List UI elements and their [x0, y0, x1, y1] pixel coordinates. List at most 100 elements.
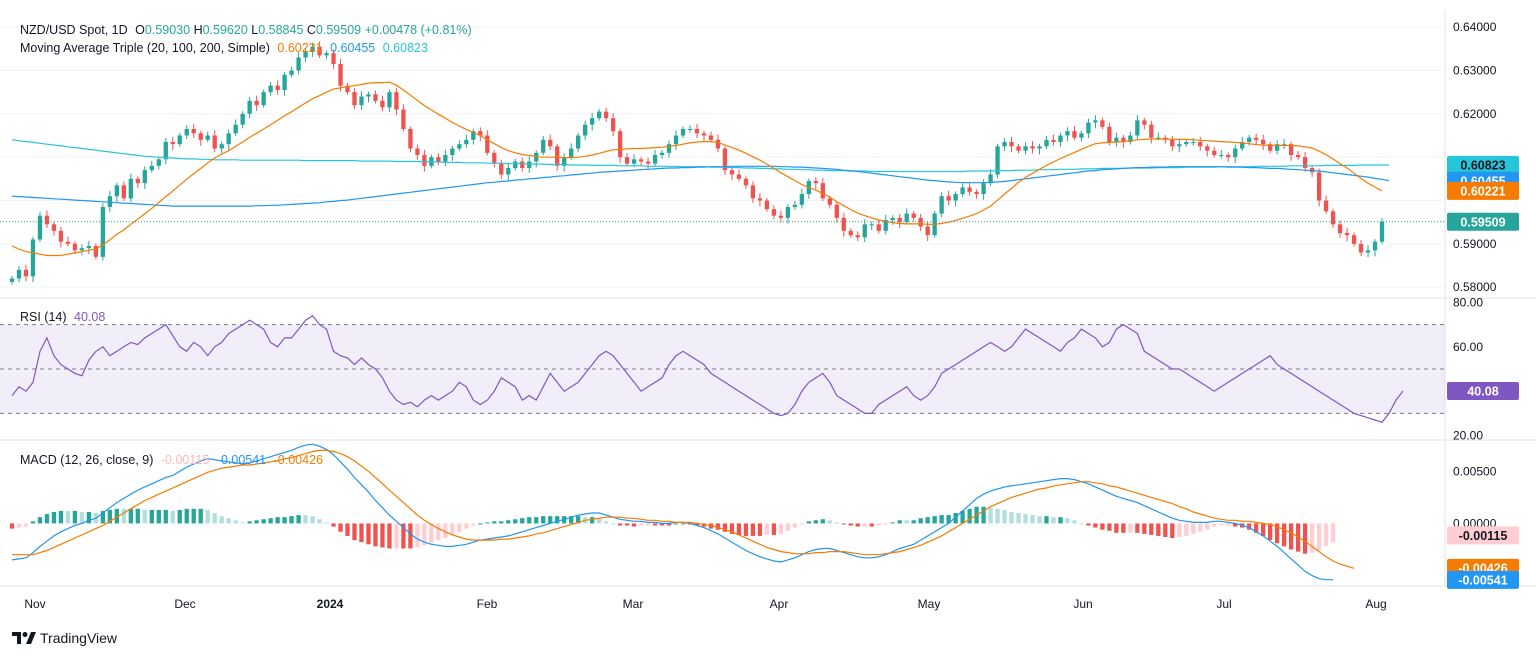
candle — [855, 235, 860, 238]
macd-histogram-bar — [806, 521, 811, 524]
macd-histogram-bar — [261, 519, 266, 524]
candle — [1002, 142, 1007, 147]
candle — [583, 124, 588, 136]
candle — [596, 111, 602, 119]
macd-histogram-bar — [1205, 523, 1210, 530]
candle — [485, 135, 490, 153]
ma100-line — [11, 165, 1390, 207]
macd-histogram-bar — [771, 523, 777, 535]
macd-histogram-bar — [506, 520, 511, 524]
candle — [1170, 139, 1175, 147]
macd-histogram-bar — [792, 523, 798, 528]
rsi-legend-value: 40.08 — [74, 310, 106, 324]
candle — [100, 207, 106, 257]
candle — [1121, 137, 1126, 142]
candle — [883, 220, 888, 231]
macd-histogram-bar — [960, 510, 965, 524]
candle — [555, 146, 560, 166]
candle — [673, 135, 679, 145]
macd-histogram-bar — [631, 523, 637, 527]
close-label: C — [306, 23, 316, 37]
macd-histogram-bar — [1177, 523, 1182, 537]
candle — [520, 161, 525, 168]
macd-histogram-bar — [485, 522, 490, 524]
candle — [974, 191, 979, 194]
candle — [1288, 144, 1294, 155]
candle — [331, 53, 336, 64]
candle — [170, 142, 175, 145]
macd-histogram-bar — [729, 523, 735, 534]
macd-histogram-bar — [450, 523, 455, 535]
macd-histogram-bar — [541, 516, 546, 524]
tradingview-logo[interactable]: TradingView — [12, 630, 117, 646]
macd-histogram-bar — [212, 513, 217, 524]
candle — [953, 194, 958, 201]
macd-histogram-bar — [534, 517, 539, 524]
macd-histogram-bar — [722, 523, 728, 532]
macd-histogram-bar — [1254, 523, 1259, 533]
low-label: L — [251, 23, 259, 37]
macd-histogram-bar — [1009, 511, 1014, 524]
candle — [617, 131, 623, 158]
candle — [904, 213, 909, 223]
macd-histogram-bar — [352, 523, 357, 541]
candle — [415, 148, 420, 155]
macd-histogram-bar — [37, 517, 43, 524]
macd-histogram-bar — [394, 523, 399, 549]
macd-histogram-bar — [121, 508, 126, 524]
candle — [401, 109, 406, 129]
candle — [65, 241, 71, 244]
macd-histogram-bar — [659, 523, 665, 526]
candle — [1100, 120, 1105, 127]
candle — [1135, 120, 1140, 136]
candle — [1351, 235, 1357, 244]
candle — [135, 178, 140, 184]
candle — [121, 185, 126, 199]
candle — [212, 135, 217, 149]
candle — [827, 198, 832, 205]
candle — [471, 131, 476, 140]
candle — [156, 159, 161, 166]
candle — [1261, 139, 1266, 145]
candle — [1219, 155, 1224, 156]
time-axis-label: Mar — [623, 597, 644, 611]
candle — [324, 53, 329, 56]
macd-histogram-bar — [170, 510, 175, 524]
time-axis-label: May — [918, 597, 941, 611]
macd-histogram-bar — [422, 523, 427, 546]
macd-histogram-bar — [638, 523, 644, 526]
macd-histogram-bar — [268, 518, 273, 524]
price-axis-tick: 0.59000 — [1453, 237, 1497, 251]
macd-histogram-bar — [1100, 523, 1105, 530]
macd-histogram-bar — [1149, 523, 1154, 535]
candle — [275, 85, 280, 90]
ma20-axis-tag: 0.60221 — [1460, 184, 1505, 198]
macd-histogram-bar — [1184, 523, 1189, 536]
candle — [1247, 137, 1252, 142]
candle — [513, 161, 518, 168]
candle — [1128, 135, 1133, 142]
macd-histogram-bar — [1247, 523, 1252, 530]
macd-histogram-bar — [366, 523, 371, 545]
candle — [114, 185, 120, 197]
candle — [464, 139, 469, 145]
candle — [1281, 144, 1287, 146]
candle — [93, 246, 99, 257]
macd-histogram-bar — [1051, 517, 1056, 524]
macd-histogram-bar — [694, 523, 700, 526]
macd-histogram-bar — [359, 523, 364, 543]
macd-histogram-bar — [184, 508, 189, 524]
candle — [499, 163, 504, 175]
macd-histogram-bar — [569, 516, 574, 524]
macd-histogram-bar — [275, 517, 280, 524]
candle — [960, 187, 965, 194]
macd-histogram-bar — [338, 523, 343, 532]
candle — [86, 246, 92, 249]
macd-histogram-bar — [464, 523, 469, 529]
macd-histogram-bar — [44, 514, 50, 524]
macd-histogram-bar — [988, 507, 993, 524]
price-axis-tick: 0.62000 — [1453, 107, 1497, 121]
macd-histogram-bar — [233, 520, 238, 524]
